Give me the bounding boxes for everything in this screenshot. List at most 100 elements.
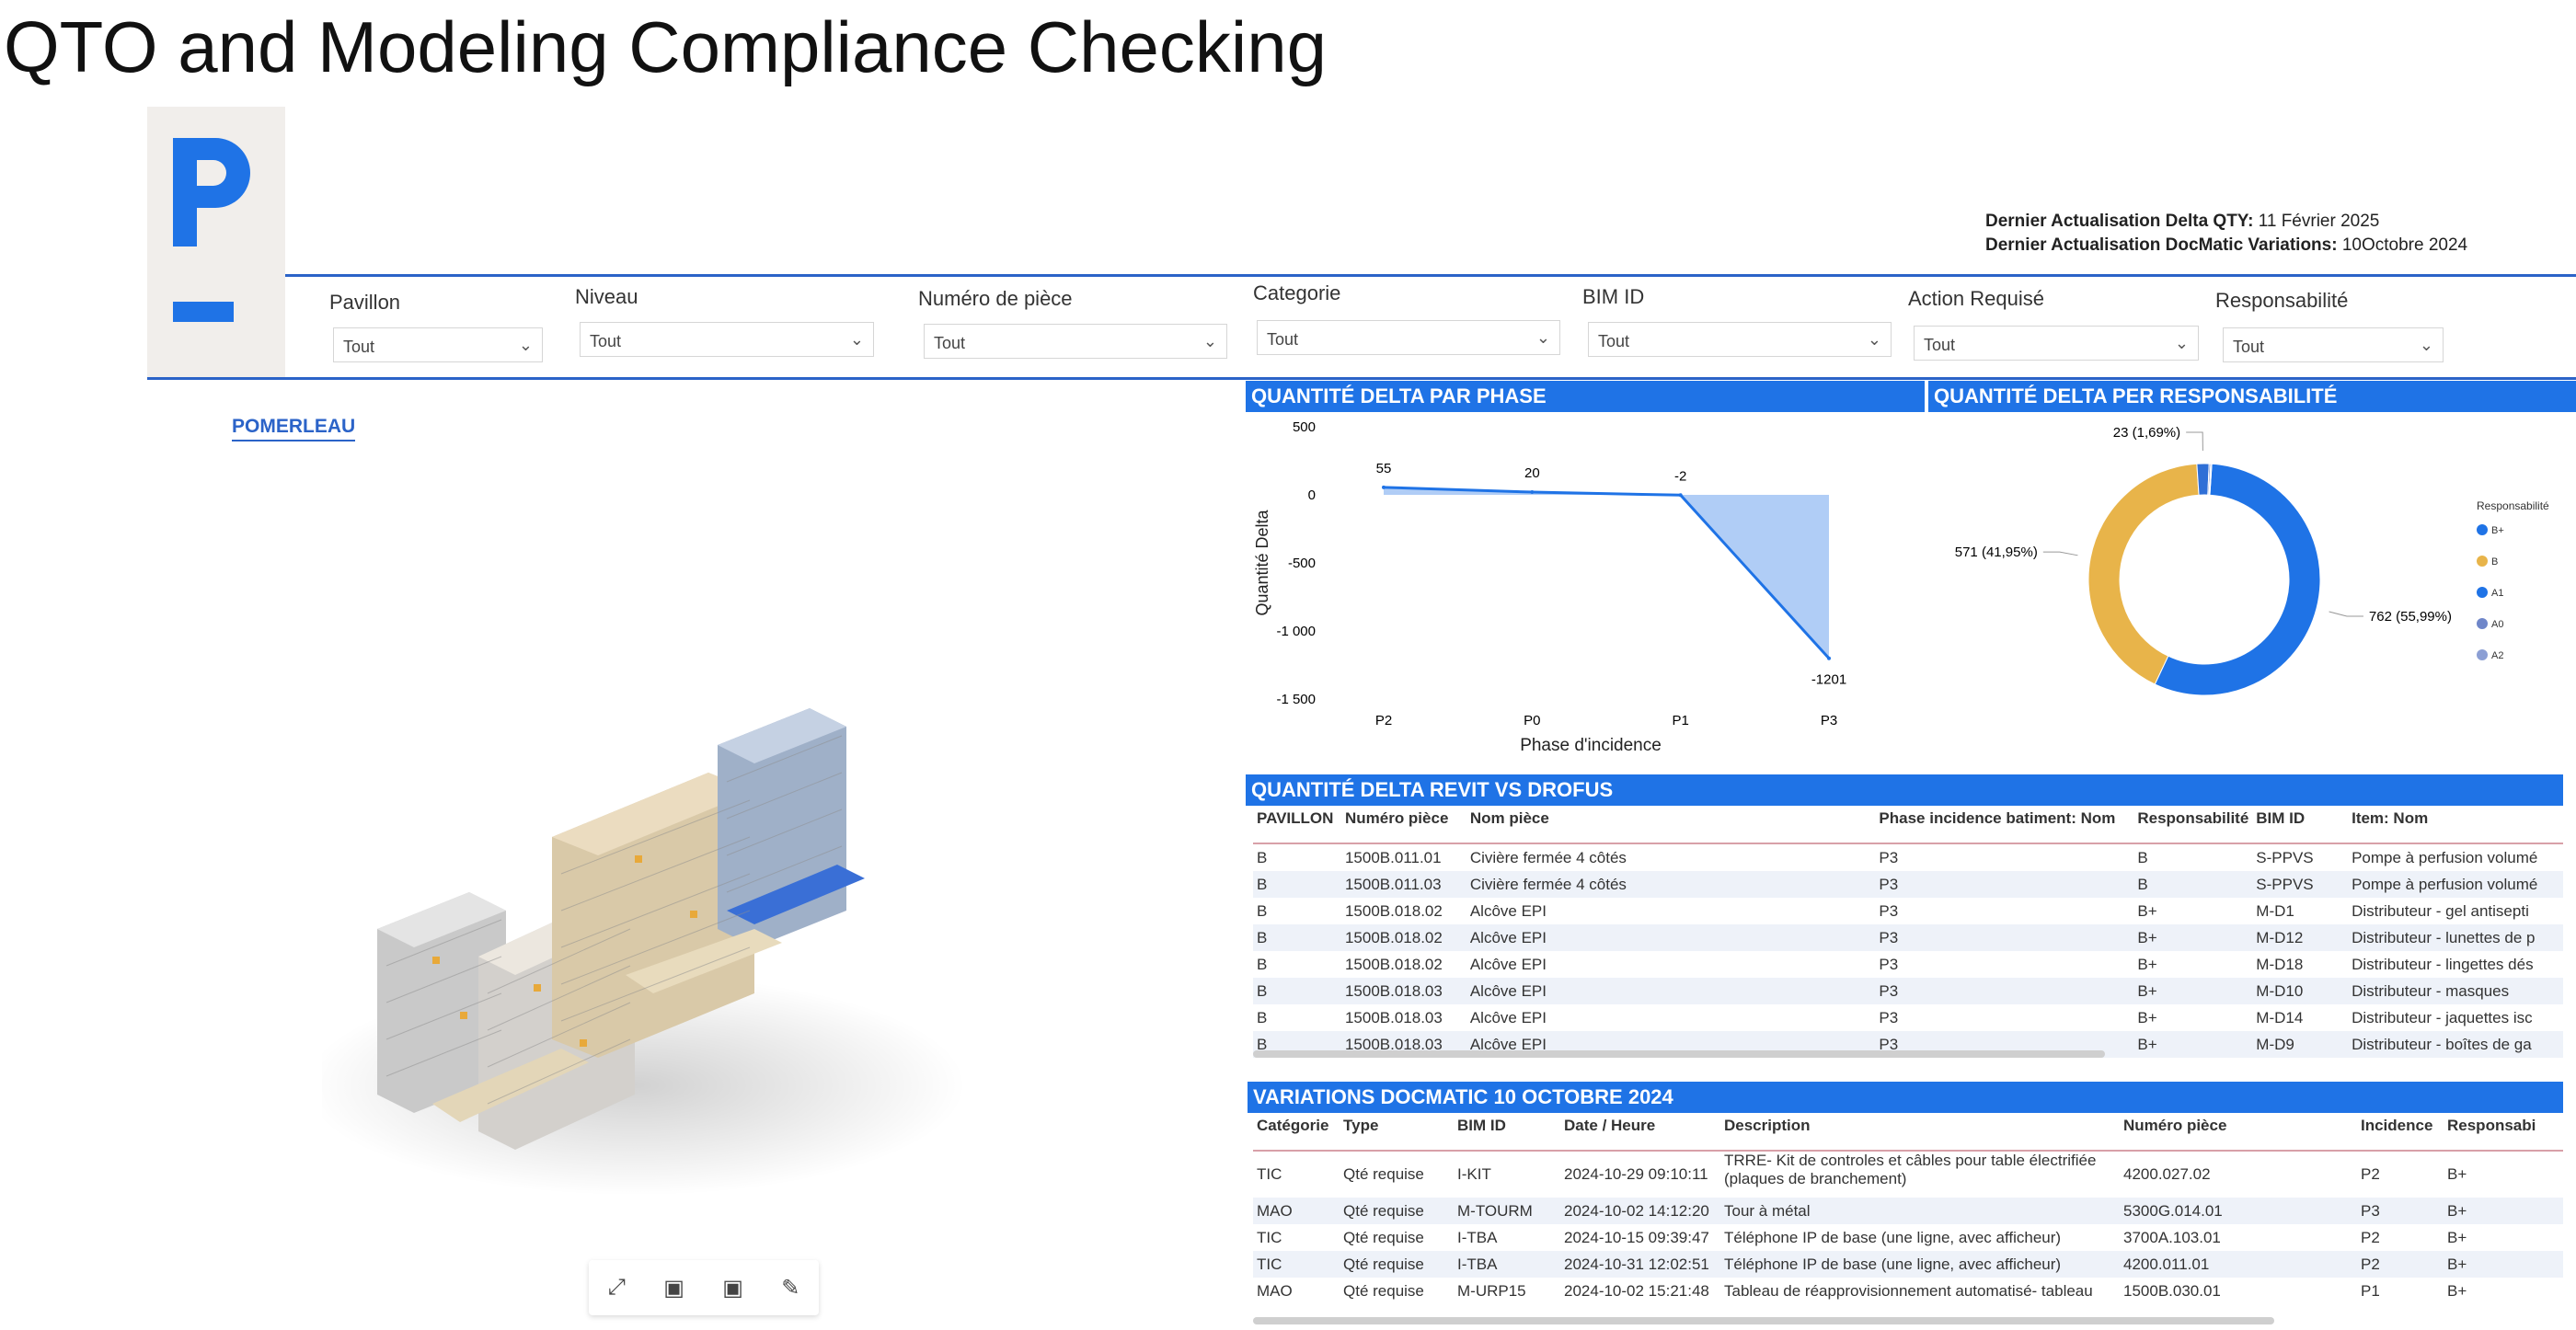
table-cell: Alcôve EPI: [1469, 901, 1547, 920]
table-cell: B: [1253, 978, 1341, 1004]
filter-numero-piece-dropdown[interactable]: Tout ⌄: [924, 324, 1227, 359]
filter-bim-id-dropdown[interactable]: Tout ⌄: [1588, 322, 1892, 357]
panel-header-docmatic: VARIATIONS DOCMATIC 10 OCTOBRE 2024: [1248, 1082, 2563, 1113]
table-cell: P3: [1879, 848, 1899, 866]
filter-label-categorie: Categorie: [1253, 281, 1341, 304]
table-row[interactable]: B 1500B.018.02 Alcôve EPI P3 B+ M-D12 Distribu…: [1253, 924, 2563, 951]
phase-chart: 500 0 -500 -1 000 -1 500 55 P2 20 P0 -2 P1 -1201 P3 P…: [1246, 414, 1925, 755]
cube-icon[interactable]: ▣: [722, 1275, 743, 1301]
table-cell: Distributeur - boîtes de ga: [2348, 1031, 2563, 1058]
filter-categorie-dropdown[interactable]: Tout ⌄: [1257, 320, 1560, 355]
table-cell: Alcôve EPI: [1466, 924, 1876, 951]
legend-marker[interactable]: [2477, 587, 2488, 598]
table-cell: P3: [2357, 1198, 2444, 1224]
table-row[interactable]: B 1500B.018.03 Alcôve EPI P3 B+ M-D14 Distribu…: [1253, 1004, 2563, 1031]
column-header[interactable]: Incidence: [2361, 1117, 2433, 1134]
table-row[interactable]: B 1500B.018.02 Alcôve EPI P3 B+ M-D1 Distribut…: [1253, 898, 2563, 924]
panel-header-responsabilite: QUANTITÉ DELTA PER RESPONSABILITÉ: [1928, 381, 2576, 412]
data-point[interactable]: [1678, 493, 1683, 498]
table-row[interactable]: TIC Qté requise I-KIT 2024-10-29 09:10:11 TR…: [1253, 1151, 2563, 1198]
column-header[interactable]: Nom pièce: [1469, 809, 1549, 827]
chevron-down-icon: ⌄: [849, 330, 864, 349]
table-cell: Alcôve EPI: [1466, 978, 1876, 1004]
camera-icon[interactable]: ▣: [663, 1275, 684, 1301]
brush-icon[interactable]: ✎: [781, 1275, 800, 1301]
phase-area-chart: 500 0 -500 -1 000 -1 500 55 P2 20 P0 -2 P1 -1201 P3 P…: [1253, 419, 1846, 755]
column-header[interactable]: Date / Heure: [1564, 1117, 1656, 1134]
pie-slice-bplus[interactable]: [2196, 463, 2210, 496]
slice-data-label: 762 (55,99%): [2369, 609, 2452, 625]
filter-pavillon-dropdown[interactable]: Tout ⌄: [333, 327, 543, 362]
filter-action-requise-dropdown[interactable]: Tout ⌄: [1914, 326, 2199, 361]
table-cell: B+: [2137, 955, 2157, 973]
docmatic-table-scrollbar[interactable]: [1253, 1317, 2274, 1324]
chevron-down-icon: ⌄: [518, 336, 533, 354]
legend-item-label: A2: [2491, 650, 2503, 661]
legend-marker[interactable]: [2477, 556, 2488, 567]
data-point[interactable]: [1530, 490, 1535, 495]
table-cell: P3: [1879, 1008, 1899, 1026]
table-row[interactable]: B 1500B.011.01 Civière fermée 4 côtés P3 B S-…: [1253, 843, 2563, 871]
column-header[interactable]: PAVILLON: [1257, 809, 1334, 827]
filter-niveau-dropdown[interactable]: Tout ⌄: [580, 322, 874, 357]
table-cell: TIC: [1257, 1228, 1282, 1246]
table-row[interactable]: TIC Qté requise I-TBA 2024-10-15 09:39:47 Té…: [1253, 1224, 2563, 1251]
table-cell: 1500B.030.01: [2123, 1281, 2221, 1300]
column-header[interactable]: Responsabi: [2447, 1117, 2536, 1134]
pie-slice-b[interactable]: [2087, 463, 2200, 685]
table-cell: 1500B.018.02: [1344, 901, 1443, 920]
x-tick-label: P1: [1672, 713, 1688, 728]
3d-model-viewer[interactable]: [304, 681, 966, 1251]
legend-marker[interactable]: [2477, 618, 2488, 629]
pie-slice-a1[interactable]: [2154, 463, 2321, 696]
column-header[interactable]: BIM ID: [2256, 809, 2306, 827]
table-row[interactable]: B 1500B.011.03 Civière fermée 4 côtés P3 B S-…: [1253, 871, 2563, 898]
expand-icon[interactable]: ⤢: [607, 1275, 626, 1300]
table-cell: Qté requise: [1340, 1251, 1454, 1278]
table-row[interactable]: MAO Qté requise M-TOURM 2024-10-02 14:12:20…: [1253, 1198, 2563, 1224]
table-cell: B+: [2133, 924, 2253, 951]
column-header[interactable]: Item: Nom: [2352, 809, 2429, 827]
column-header[interactable]: Catégorie: [1257, 1117, 1329, 1134]
table-cell: M-D9: [2252, 1031, 2349, 1058]
x-tick-label: P3: [1821, 713, 1837, 728]
data-point[interactable]: [1382, 485, 1386, 489]
table-cell: B+: [2133, 1031, 2253, 1058]
column-header[interactable]: Phase incidence batiment: Nom: [1879, 809, 2116, 827]
data-point[interactable]: [1827, 656, 1831, 660]
table-row[interactable]: B 1500B.018.02 Alcôve EPI P3 B+ M-D18 Distribu…: [1253, 951, 2563, 978]
table-row[interactable]: MAO Qté requise M-URP15 2024-10-02 15:21:48…: [1253, 1278, 2563, 1304]
filter-responsabilite-dropdown[interactable]: Tout ⌄: [2223, 327, 2444, 362]
column-header[interactable]: Responsabilité: [2137, 809, 2249, 827]
revit-table-scrollbar[interactable]: [1253, 1050, 2105, 1058]
legend-item-label: B+: [2491, 525, 2504, 536]
column-header[interactable]: BIM ID: [1457, 1117, 1506, 1134]
pie-slice-a2[interactable]: [2208, 463, 2213, 496]
table-cell: 2024-10-29 09:10:11: [1564, 1165, 1708, 1183]
table-row[interactable]: B 1500B.018.03 Alcôve EPI P3 B+ M-D10 Distribu…: [1253, 978, 2563, 1004]
brand-tab[interactable]: POMERLEAU: [232, 416, 356, 441]
table-cell: Distributeur - gel antisepti: [2352, 901, 2529, 920]
legend-marker[interactable]: [2477, 524, 2488, 535]
legend-marker[interactable]: [2477, 649, 2488, 660]
revit-table-container[interactable]: PAVILLON Numéro pièce Nom pièce Phase incid…: [1253, 809, 2563, 1058]
column-header[interactable]: Numéro pièce: [2123, 1117, 2227, 1134]
y-tick-label: -500: [1288, 556, 1316, 571]
column-header[interactable]: Numéro pièce: [1344, 809, 1449, 827]
table-cell: M-D1: [2256, 901, 2294, 920]
table-cell: Qté requise: [1343, 1165, 1424, 1183]
table-cell: Distributeur - masques: [2348, 978, 2563, 1004]
table-cell: B+: [2447, 1228, 2467, 1246]
table-cell: B: [2133, 871, 2253, 898]
table-cell: B+: [2447, 1281, 2467, 1300]
label-leader-line: [2042, 551, 2078, 556]
table-cell: Qté requise: [1343, 1228, 1424, 1246]
table-cell: Tour à métal: [1720, 1198, 2120, 1224]
docmatic-table-container[interactable]: Catégorie Type BIM ID Date / Heure Descripti…: [1253, 1117, 2563, 1310]
column-header[interactable]: Description: [1724, 1117, 1811, 1134]
area-fill: [1384, 487, 1829, 659]
table-row[interactable]: TIC Qté requise I-TBA 2024-10-31 12:02:51 Té…: [1253, 1251, 2563, 1278]
divider: [285, 274, 2576, 277]
table-cell: Téléphone IP de base (une ligne, avec af…: [1720, 1251, 2120, 1278]
column-header[interactable]: Type: [1343, 1117, 1379, 1134]
